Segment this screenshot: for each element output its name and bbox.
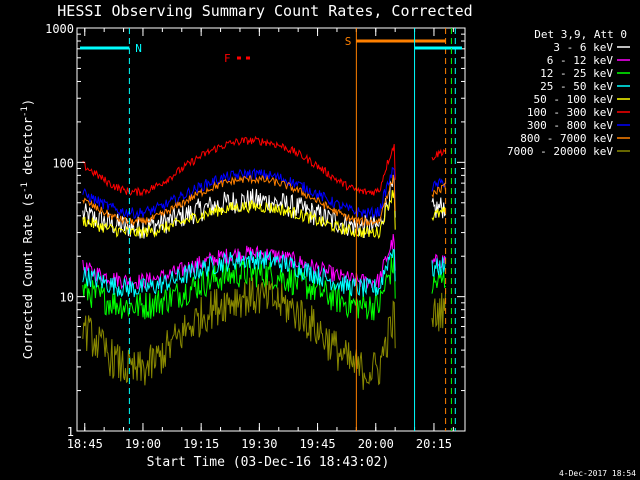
legend-label: 7000 - 20000 keV	[507, 145, 613, 158]
series-line	[431, 257, 447, 277]
y-tick-label: 1000	[45, 22, 74, 36]
night-label: N	[135, 42, 142, 55]
y-tick-label: 1	[67, 425, 74, 439]
annotations: N S F	[80, 28, 462, 431]
chart-title: HESSI Observing Summary Count Rates, Cor…	[57, 2, 472, 20]
y-label-part: detector	[21, 117, 35, 182]
y-axis-label: Corrected Count Rate (s-1 detector-1)	[20, 99, 35, 359]
x-tick-label: 19:30	[241, 437, 277, 451]
series-line	[82, 167, 396, 219]
y-label-superscript: -1	[20, 182, 30, 193]
series-line	[431, 182, 447, 199]
legend-label: 100 - 300 keV	[527, 106, 613, 119]
plot-area	[82, 135, 447, 390]
axes	[76, 27, 466, 432]
series-line	[431, 206, 447, 222]
legend-label: 300 - 800 keV	[527, 119, 613, 132]
x-tick-label: 20:15	[416, 437, 452, 451]
legend-label: 25 - 50 keV	[540, 80, 613, 93]
y-ticks: 1 10 100 1000	[45, 22, 465, 439]
series-line	[82, 233, 396, 290]
x-ticks: 18:45 19:00 19:15 19:30 19:45 20:00 20:15	[67, 28, 454, 451]
series-line	[82, 249, 396, 321]
y-label-part: )	[21, 99, 35, 106]
x-tick-label: 19:15	[183, 437, 219, 451]
series-line	[431, 290, 447, 332]
series-line	[82, 248, 396, 298]
legend-label: 12 - 25 keV	[540, 67, 613, 80]
legend-label: 800 - 7000 keV	[520, 132, 613, 145]
plot-frame	[76, 27, 466, 432]
y-tick-label: 100	[52, 156, 74, 170]
footer-date: 4-Dec-2017 18:54	[559, 469, 636, 478]
x-axis-label: Start Time (03-Dec-16 18:43:02)	[147, 455, 390, 470]
series-line	[431, 148, 446, 161]
x-tick-label: 20:00	[358, 437, 394, 451]
x-tick-label: 18:45	[67, 437, 103, 451]
x-tick-label: 19:45	[299, 437, 335, 451]
series-line	[82, 174, 396, 228]
saa-label: S	[345, 35, 352, 48]
legend-label: 50 - 100 keV	[534, 93, 614, 106]
series-line	[82, 189, 396, 240]
series-line	[82, 277, 396, 390]
series-line	[431, 197, 446, 219]
flare-label: F	[224, 52, 231, 65]
legend-title: Det 3,9, Att 0	[534, 28, 627, 41]
y-tick-label: 10	[60, 291, 74, 305]
y-label-part: Corrected Count Rate (s	[21, 193, 35, 359]
y-label-superscript: -1	[20, 106, 30, 117]
legend-label: 3 - 6 keV	[553, 41, 613, 54]
series-line	[82, 135, 396, 197]
x-tick-label: 19:00	[125, 437, 161, 451]
legend-label: 6 - 12 keV	[547, 54, 614, 67]
